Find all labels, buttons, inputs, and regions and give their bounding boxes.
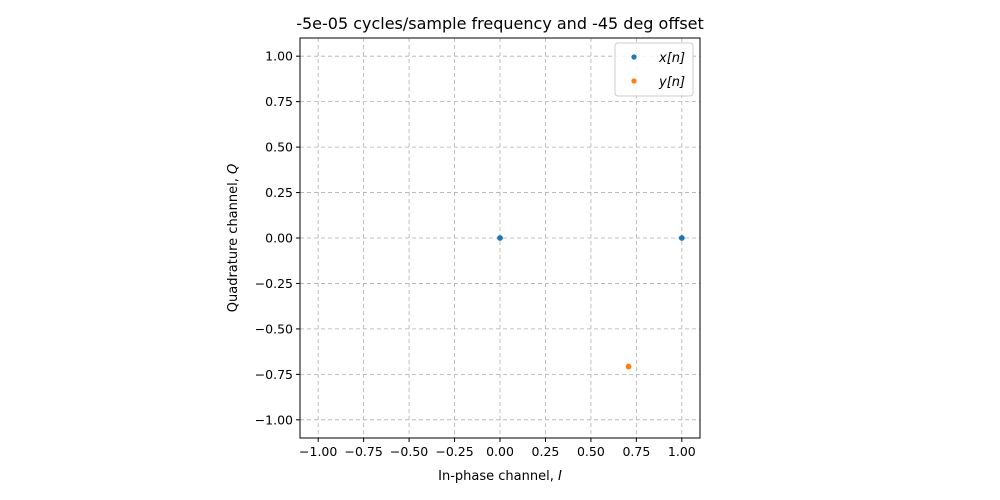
y-axis-label-text: Quadrature channel, xyxy=(226,174,241,312)
y-tick-label: 0.00 xyxy=(265,231,293,246)
axis-ticks: −1.00 −0.75 −0.50 −0.25 0.00 0.25 0.50 0.75 1.00… xyxy=(255,49,696,459)
legend-marker-y xyxy=(631,78,637,84)
y-tick-label: 1.00 xyxy=(265,49,293,64)
x-axis-label-symbol: I xyxy=(558,469,562,484)
y-tick-label: −0.25 xyxy=(255,276,293,291)
y-tick-label: −0.75 xyxy=(255,367,293,382)
chart-title: -5e-05 cycles/sample frequency and -45 d… xyxy=(296,14,704,33)
x-tick-label: 0.75 xyxy=(622,444,650,459)
data-point-series-1 xyxy=(625,363,632,370)
legend-marker-x xyxy=(631,54,637,60)
x-axis-label-text: In-phase channel, xyxy=(438,469,558,484)
y-tick-label: −1.00 xyxy=(255,412,293,427)
x-tick-label: −0.75 xyxy=(344,444,382,459)
legend: x[n] y[n] xyxy=(614,42,694,97)
y-tick-label: 0.75 xyxy=(265,94,293,109)
y-axis-label: Quadrature channel, Q xyxy=(226,164,241,312)
legend-label-x: x[n] xyxy=(658,51,685,66)
x-tick-label: −0.25 xyxy=(435,444,473,459)
y-tick-label: −0.50 xyxy=(255,321,293,336)
legend-label-y: y[n] xyxy=(658,75,685,90)
x-tick-label: 0.25 xyxy=(532,444,560,459)
grid xyxy=(300,38,700,438)
data-point-series-0 xyxy=(678,235,685,241)
x-tick-label: −0.50 xyxy=(390,444,428,459)
y-tick-label: 0.50 xyxy=(265,140,293,155)
x-tick-label: 0.00 xyxy=(486,444,514,459)
x-tick-label: 1.00 xyxy=(668,444,696,459)
x-tick-label: 0.50 xyxy=(577,444,605,459)
x-tick-label: −1.00 xyxy=(299,444,337,459)
x-axis-label: In-phase channel, I xyxy=(438,469,562,484)
data-points xyxy=(497,235,685,370)
y-tick-label: 0.25 xyxy=(265,185,293,200)
y-axis-label-symbol: Q xyxy=(226,164,241,174)
data-point-series-0 xyxy=(497,235,503,241)
